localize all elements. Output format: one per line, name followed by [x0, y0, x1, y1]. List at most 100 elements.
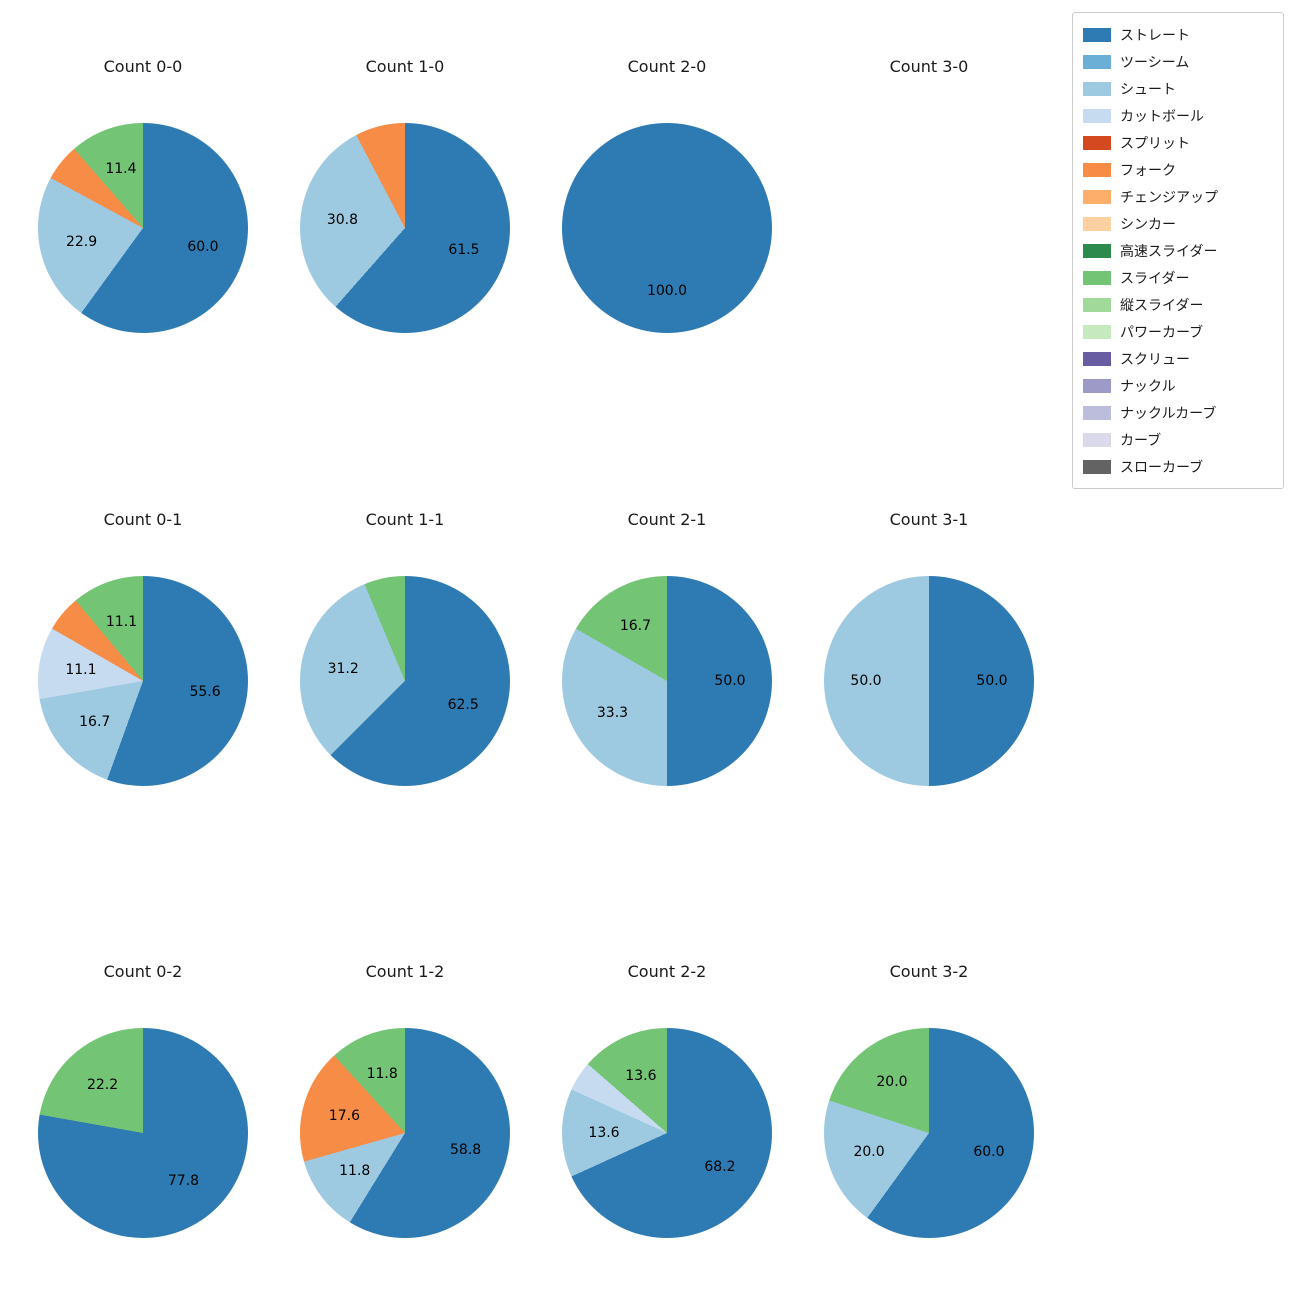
pie	[562, 123, 772, 333]
legend-label: 縦スライダー	[1120, 297, 1204, 314]
pie-wrap: 50.0 33.3 16.7	[562, 576, 772, 786]
pie-chart-count-2-2: Count 2-2 68.2 13.6 13.6	[536, 960, 798, 1238]
pie	[562, 576, 772, 786]
legend-item: パワーカーブ	[1083, 318, 1273, 345]
pie-wrap: 50.0 50.0	[824, 576, 1034, 786]
legend-color-swatch	[1083, 216, 1111, 231]
chart-title: Count 0-1	[103, 510, 183, 529]
legend-color-swatch	[1083, 189, 1111, 204]
legend-color-swatch	[1083, 108, 1111, 123]
pie-slice-label: 50.0	[714, 673, 746, 689]
legend-item: シンカー	[1083, 210, 1273, 237]
legend-label: シンカー	[1120, 216, 1176, 233]
chart-title: Count 0-2	[103, 962, 183, 981]
legend-color-swatch	[1083, 378, 1111, 393]
legend-label: フォーク	[1120, 162, 1176, 179]
chart-title: Count 3-0	[889, 57, 969, 76]
pie-slice-label: 33.3	[596, 704, 629, 721]
pie-slice-label: 77.8	[167, 1173, 200, 1190]
pie-chart-count-3-0: Count 3-0	[798, 55, 1060, 79]
legend-item: ツーシーム	[1083, 48, 1273, 75]
chart-title: Count 3-2	[889, 962, 969, 981]
pie-slice-label: 50.0	[976, 673, 1008, 689]
legend-color-swatch	[1083, 405, 1111, 420]
legend-color-swatch	[1083, 324, 1111, 339]
chart-title: Count 1-2	[365, 962, 445, 981]
legend-color-swatch	[1083, 81, 1111, 96]
pie-slice-label: 20.0	[876, 1074, 908, 1091]
chart-title: Count 1-0	[365, 57, 445, 76]
pie-wrap: 55.6 16.7 11.1 11.1	[38, 576, 248, 786]
legend-label: スライダー	[1120, 270, 1190, 287]
pie-wrap: 68.2 13.6 13.6	[562, 1028, 772, 1238]
pie-slice-label: 55.6	[189, 683, 221, 700]
pie-slice-label: 13.6	[625, 1067, 657, 1084]
pie-chart-count-0-1: Count 0-1 55.6 16.7 11.1 11.1	[12, 508, 274, 786]
pie-slice-label: 100.0	[646, 283, 688, 299]
legend-item: ストレート	[1083, 21, 1273, 48]
pie-slice-label: 11.4	[105, 160, 137, 177]
legend-item: ナックル	[1083, 372, 1273, 399]
legend-item: チェンジアップ	[1083, 183, 1273, 210]
legend-label: ナックル	[1120, 378, 1176, 395]
pie-chart-count-2-1: Count 2-1 50.0 33.3 16.7	[536, 508, 798, 786]
pie-chart-count-3-1: Count 3-1 50.0 50.0	[798, 508, 1060, 786]
legend-color-swatch	[1083, 351, 1111, 366]
legend-label: チェンジアップ	[1120, 189, 1218, 206]
pie-slice-label: 16.7	[619, 618, 652, 635]
pie-slice-label: 16.7	[79, 713, 111, 730]
pie-wrap: 62.5 31.2	[300, 576, 510, 786]
pie	[300, 1028, 510, 1238]
legend-label: カットボール	[1120, 108, 1204, 125]
legend-color-swatch	[1083, 27, 1111, 42]
legend-label: ストレート	[1120, 27, 1190, 44]
pie	[38, 1028, 248, 1238]
pie-chart-count-2-0: Count 2-0 100.0	[536, 55, 798, 333]
pie	[562, 1028, 772, 1238]
legend-color-swatch	[1083, 162, 1111, 177]
pie-chart-count-3-2: Count 3-2 60.0 20.0 20.0	[798, 960, 1060, 1238]
legend-item: 高速スライダー	[1083, 237, 1273, 264]
pie-slice-label: 17.6	[328, 1107, 360, 1124]
pie-slice-label: 11.8	[366, 1066, 398, 1083]
chart-title: Count 2-1	[627, 510, 707, 529]
pie-slice-label: 30.8	[326, 212, 359, 229]
chart-title: Count 3-1	[889, 510, 969, 529]
pie-slice-label: 11.1	[105, 613, 138, 630]
pie-wrap: 60.0 22.9 11.4	[38, 123, 248, 333]
pie-wrap: 100.0	[562, 123, 772, 333]
pie-wrap: 60.0 20.0 20.0	[824, 1028, 1034, 1238]
legend-item: スクリュー	[1083, 345, 1273, 372]
legend-color-swatch	[1083, 270, 1111, 285]
legend-color-swatch	[1083, 135, 1111, 150]
pie	[300, 123, 510, 333]
pie	[38, 576, 248, 786]
pie	[824, 576, 1034, 786]
pie-slice-label: 60.0	[187, 239, 219, 256]
legend-item: 縦スライダー	[1083, 291, 1273, 318]
pie-slice-label: 61.5	[448, 242, 480, 259]
legend-label: 高速スライダー	[1120, 243, 1218, 260]
pie-chart-count-0-2: Count 0-2 77.8 22.2	[12, 960, 274, 1238]
chart-title: Count 1-1	[365, 510, 445, 529]
legend-item: カーブ	[1083, 426, 1273, 453]
pie-chart-count-1-2: Count 1-2 58.8 11.8 17.6 11.8	[274, 960, 536, 1238]
pie	[300, 576, 510, 786]
pie-wrap: 58.8 11.8 17.6 11.8	[300, 1028, 510, 1238]
legend-color-swatch	[1083, 54, 1111, 69]
legend-label: ナックルカーブ	[1120, 405, 1217, 422]
legend-label: スローカーブ	[1120, 459, 1204, 476]
pie-slice-label: 31.2	[327, 660, 359, 677]
pie	[38, 123, 248, 333]
pie-slice-label: 68.2	[704, 1159, 736, 1176]
legend-item: フォーク	[1083, 156, 1273, 183]
legend-item: スライダー	[1083, 264, 1273, 291]
pie-slice-label: 13.6	[588, 1125, 620, 1141]
chart-title: Count 0-0	[103, 57, 183, 76]
pie-slice-label: 50.0	[850, 673, 882, 689]
legend: ストレート ツーシーム シュート カットボール スプリット フォーク チェンジアップ シンカー…	[1072, 12, 1284, 489]
pie-slice-label: 22.2	[86, 1076, 119, 1093]
pie-slice-label: 62.5	[447, 697, 479, 714]
pie-slice-label: 58.8	[450, 1142, 482, 1159]
